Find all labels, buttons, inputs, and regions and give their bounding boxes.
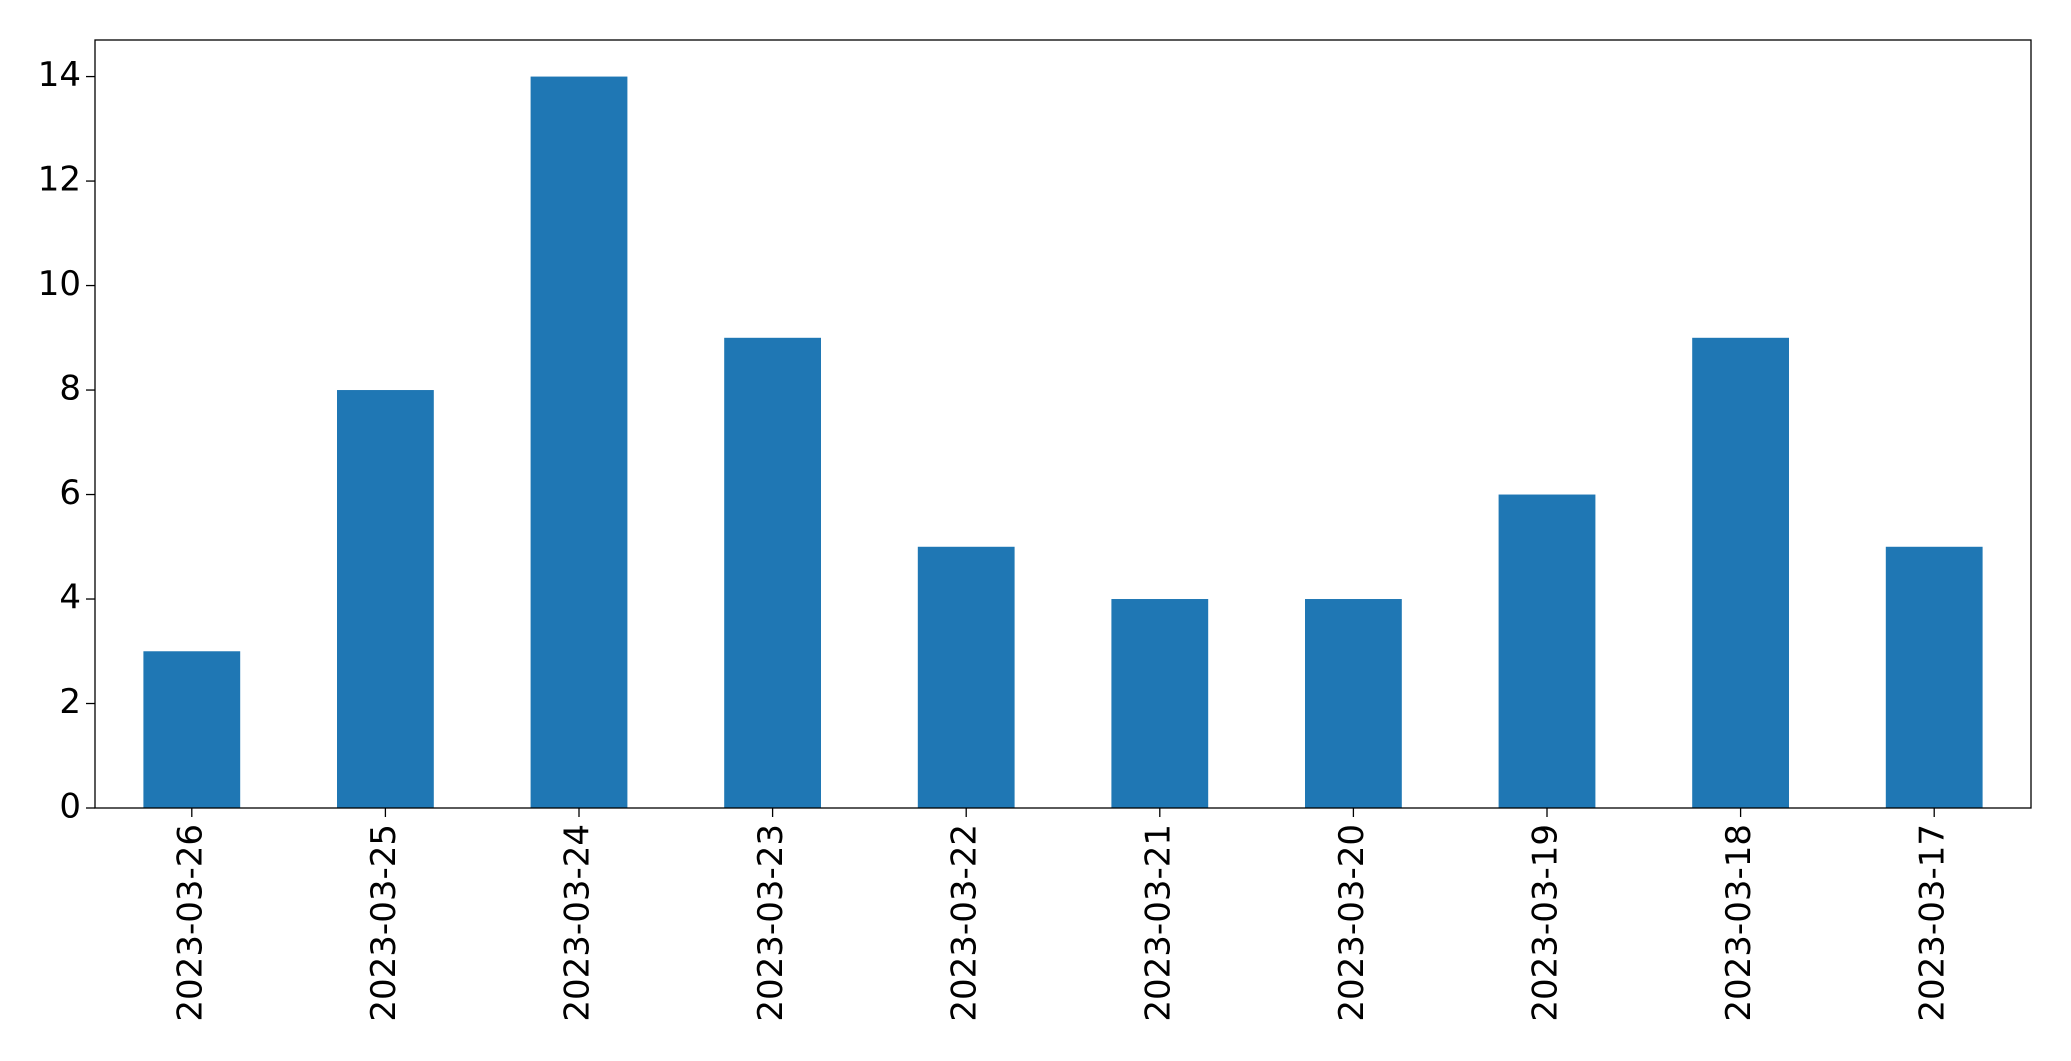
bar bbox=[1111, 599, 1209, 808]
bar bbox=[143, 651, 241, 808]
bar bbox=[1498, 494, 1596, 808]
y-tick-label: 2 bbox=[59, 682, 81, 722]
bar bbox=[337, 390, 434, 808]
bar bbox=[1885, 546, 1983, 808]
bar bbox=[1305, 599, 1402, 808]
y-tick-label: 10 bbox=[38, 264, 81, 304]
bar bbox=[724, 337, 821, 808]
x-tick-label: 2023-03-20 bbox=[1332, 824, 1372, 1022]
bar bbox=[530, 76, 628, 809]
bar bbox=[917, 546, 1015, 808]
y-tick-label: 12 bbox=[38, 160, 81, 200]
x-tick-label: 2023-03-26 bbox=[170, 824, 210, 1022]
y-tick-label: 14 bbox=[38, 55, 81, 95]
x-tick-label: 2023-03-17 bbox=[1913, 824, 1953, 1022]
plot-frame bbox=[94, 39, 2032, 809]
y-tick-label: 8 bbox=[59, 369, 81, 409]
y-tick-label: 4 bbox=[59, 578, 81, 618]
x-tick-label: 2023-03-18 bbox=[1719, 824, 1759, 1022]
x-tick-label: 2023-03-21 bbox=[1138, 824, 1178, 1022]
y-tick-label: 0 bbox=[59, 787, 81, 827]
x-tick-label: 2023-03-24 bbox=[558, 824, 598, 1022]
x-tick-label: 2023-03-23 bbox=[751, 824, 791, 1022]
bar bbox=[1692, 337, 1789, 808]
x-tick-label: 2023-03-22 bbox=[945, 824, 985, 1022]
y-tick-label: 6 bbox=[59, 473, 81, 513]
x-tick-label: 2023-03-25 bbox=[364, 824, 404, 1022]
x-tick-label: 2023-03-19 bbox=[1526, 824, 1566, 1022]
